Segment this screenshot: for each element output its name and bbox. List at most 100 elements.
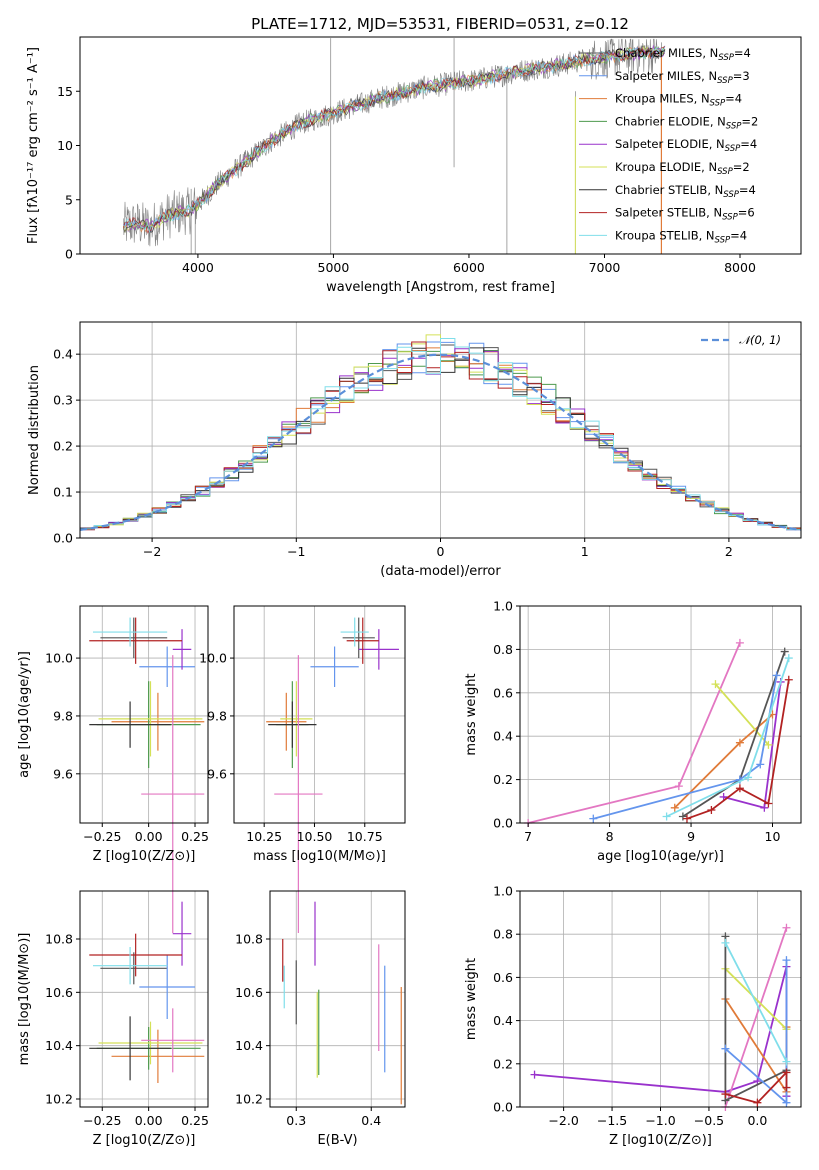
legend-entry: Chabrier MILES, NSSP=4 (615, 46, 751, 63)
massweight-vs-Z-series-line (724, 968, 788, 1030)
age-vs-Z-xtick-label: −0.25 (83, 829, 121, 844)
gaussian-legend-label: 𝒩(0, 1) (739, 333, 781, 347)
mass-vs-Z-ylabel: mass [log10(M/M⊙)] (17, 933, 32, 1066)
massweight-vs-Z-marker (782, 1068, 791, 1077)
mass-vs-Z-ytick-label: 10.6 (45, 985, 73, 1000)
massweight-vs-age-marker (760, 803, 769, 812)
massweight-vs-Z-marker (782, 1098, 791, 1107)
massweight-vs-Z-series-line (724, 927, 788, 1108)
massweight-vs-age-marker (744, 773, 753, 782)
massweight-vs-Z-marker (721, 938, 730, 947)
massweight-vs-age-marker (674, 782, 683, 791)
massweight-vs-Z-series-line (724, 942, 788, 1063)
massweight-vs-age-marker (707, 805, 716, 814)
residual-histogram-xtick-label: 2 (725, 544, 733, 559)
residual-histogram-frame (79, 321, 802, 539)
legend-entry: Kroupa STELIB, NSSP=4 (615, 228, 747, 245)
massweight-vs-age-marker (780, 647, 789, 656)
age-vs-Z-xlabel: Z [log10(Z/Z⊙)] (93, 849, 196, 864)
mass-vs-EBV-xlabel: E(B-V) (317, 1133, 357, 1148)
massweight-vs-age-marker (735, 638, 744, 647)
massweight-vs-Z-ytick-label: 0.0 (493, 1100, 513, 1115)
massweight-vs-Z-marker (782, 956, 791, 965)
spectrum-ylabel: Flux [fλ10⁻¹⁷ erg cm⁻² s⁻¹ A⁻¹] (26, 47, 41, 244)
massweight-vs-Z-marker (782, 923, 791, 932)
spectrum-xtick-label: 8000 (724, 260, 756, 275)
mass-vs-Z-ytick-label: 10.2 (45, 1092, 73, 1107)
spectrum-model-line (123, 45, 666, 234)
massweight-vs-age-xlabel: age [log10(age/yr)] (597, 849, 724, 864)
residual-histogram-ytick-label: 0.3 (53, 393, 73, 408)
massweight-vs-age-frame (519, 605, 802, 824)
massweight-vs-age-ytick-label: 0.6 (493, 685, 513, 700)
age-vs-mass-ytick-label: 10.0 (199, 651, 227, 666)
mass-vs-EBV-xtick-label: 0.3 (286, 1113, 306, 1128)
gaussian-line (79, 353, 802, 531)
massweight-vs-Z-marker (782, 1057, 791, 1066)
mass-vs-Z-xlabel: Z [log10(Z/Z⊙)] (93, 1133, 196, 1148)
massweight-vs-age-marker (670, 803, 679, 812)
mass-vs-EBV-ytick-label: 10.6 (235, 985, 263, 1000)
massweight-vs-age-marker (682, 814, 691, 823)
age-vs-mass-xtick-label: 10.50 (297, 829, 333, 844)
spectrum-ytick-label: 5 (65, 192, 73, 207)
massweight-vs-age-marker (764, 799, 773, 808)
massweight-vs-age-marker (772, 671, 781, 680)
legend-entry: Salpeter MILES, NSSP=3 (615, 69, 750, 86)
legend-entry: Salpeter ELODIE, NSSP=4 (615, 137, 757, 154)
figure-title: PLATE=1712, MJD=53531, FIBERID=0531, z=0… (251, 15, 629, 33)
massweight-vs-age-marker (764, 740, 773, 749)
spectrum-model-line (123, 46, 665, 233)
massweight-vs-Z-series-line (725, 1070, 788, 1104)
mass-vs-Z-ytick-label: 10.8 (45, 932, 73, 947)
massweight-vs-Z-xtick-label: −2.0 (548, 1113, 578, 1128)
spectrum-ytick-label: 10 (57, 138, 73, 153)
residual-histogram-xtick-label: −2 (143, 544, 161, 559)
massweight-vs-age-ytick-label: 0.4 (493, 729, 513, 744)
spectrum-xtick-label: 5000 (318, 260, 350, 275)
massweight-vs-age-series-line (714, 683, 770, 746)
legend-entry: Salpeter STELIB, NSSP=6 (615, 206, 755, 223)
massweight-vs-Z-marker (721, 1090, 730, 1099)
histogram-step (80, 338, 801, 531)
massweight-vs-age-marker (735, 738, 744, 747)
mass-vs-Z-xtick-label: 0.25 (181, 1113, 209, 1128)
massweight-vs-Z-ytick-label: 0.4 (493, 1013, 513, 1028)
residual-histogram-ytick-label: 0.0 (53, 531, 73, 546)
massweight-vs-Z-frame (519, 890, 802, 1108)
massweight-vs-Z-ytick-label: 0.6 (493, 970, 513, 985)
mass-vs-EBV-ytick-label: 10.2 (235, 1092, 263, 1107)
massweight-vs-age-xtick-label: 8 (606, 829, 614, 844)
residual-histogram-ytick-label: 0.2 (53, 439, 73, 454)
spectrum-frame (79, 36, 802, 255)
mass-vs-EBV-xtick-label: 0.4 (361, 1113, 381, 1128)
age-vs-mass-ytick-label: 9.8 (207, 708, 227, 723)
massweight-vs-age-ytick-label: 1.0 (493, 599, 513, 614)
massweight-vs-age-xtick-label: 10 (765, 829, 781, 844)
spectrum-xlabel: wavelength [Angstrom, rest frame] (326, 280, 555, 295)
massweight-vs-age-ytick-label: 0.8 (493, 642, 513, 657)
mass-vs-EBV-ytick-label: 10.4 (235, 1038, 263, 1053)
legend-entry: Chabrier ELODIE, NSSP=2 (615, 114, 758, 131)
residual-histogram-xtick-label: −1 (287, 544, 305, 559)
massweight-vs-Z-xtick-label: −0.5 (694, 1113, 724, 1128)
histogram-xlabel: (data-model)/error (380, 564, 501, 579)
legend-entry: Chabrier STELIB, NSSP=4 (615, 183, 756, 200)
massweight-vs-Z-xlabel: Z [log10(Z/Z⊙)] (609, 1133, 712, 1148)
residual-histogram-xtick-label: 0 (437, 544, 445, 559)
massweight-vs-Z-ytick-label: 0.2 (493, 1056, 513, 1071)
mass-vs-Z-xtick-label: 0.00 (135, 1113, 163, 1128)
age-vs-Z-ytick-label: 10.0 (45, 651, 73, 666)
mass-vs-Z-frame (79, 890, 209, 1108)
residual-histogram-ytick-label: 0.4 (53, 347, 73, 362)
massweight-vs-age-marker (735, 784, 744, 793)
massweight-vs-age-marker (662, 812, 671, 821)
residual-histogram-ytick-label: 0.1 (53, 485, 73, 500)
massweight-vs-Z-marker (721, 1044, 730, 1053)
massweight-vs-Z-ylabel: mass weight (464, 958, 479, 1040)
histogram-ylabel: Normed distribution (27, 365, 42, 495)
massweight-vs-Z-marker (530, 1070, 539, 1079)
spectrum-data-line (123, 38, 659, 247)
age-vs-Z-frame (79, 605, 209, 824)
